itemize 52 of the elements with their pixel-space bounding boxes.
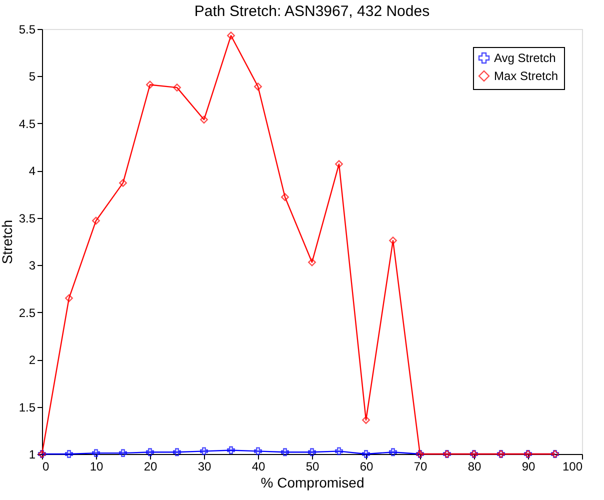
point	[362, 416, 370, 424]
x-tick-label: 100	[562, 460, 583, 474]
y-tick-label: 1	[28, 448, 36, 462]
legend-label: Avg Stretch	[494, 51, 556, 65]
y-tick-label: 3.5	[18, 211, 36, 226]
point	[92, 216, 100, 225]
y-tick-label: 5.5	[18, 22, 36, 36]
point	[200, 447, 208, 456]
chart-title: Path Stretch: ASN3967, 432 Nodes	[194, 3, 430, 20]
x-tick-label: 80	[468, 460, 482, 474]
point	[308, 448, 316, 456]
legend-label: Max Stretch	[494, 69, 558, 83]
y-axis-title: Stretch	[0, 220, 15, 264]
x-tick-label: 0	[42, 460, 50, 474]
point	[173, 84, 181, 92]
point	[146, 448, 154, 456]
point	[200, 116, 208, 124]
point	[389, 448, 397, 456]
point	[308, 258, 316, 266]
point	[335, 447, 343, 456]
y-tick-label: 2	[28, 353, 36, 368]
point	[146, 80, 154, 89]
point	[65, 294, 73, 302]
x-tick-label: 60	[360, 460, 374, 474]
point	[119, 178, 127, 187]
point	[281, 193, 289, 202]
point	[389, 236, 397, 245]
x-tick-label: 70	[414, 460, 428, 474]
x-tick-label: 30	[198, 460, 212, 474]
point	[173, 448, 181, 456]
point	[362, 450, 370, 458]
point	[227, 32, 235, 40]
x-axis-title: % Compromised	[260, 474, 364, 490]
y-tick-label: 4.5	[18, 116, 36, 131]
point	[335, 160, 343, 168]
point	[65, 450, 73, 458]
point	[119, 449, 127, 458]
x-tick-label: 20	[144, 460, 158, 474]
point	[92, 449, 100, 458]
y-tick-label: 5	[28, 70, 36, 84]
y-tick-label: 1.5	[18, 400, 36, 414]
y-tick-label: 3	[28, 258, 36, 273]
y-tick-label: 4	[28, 164, 36, 178]
point	[254, 447, 262, 456]
y-tick-label: 2.5	[18, 306, 36, 320]
x-tick-label: 90	[522, 460, 536, 474]
x-tick-label: 40	[252, 460, 266, 474]
x-tick-label: 10	[90, 460, 104, 474]
point	[281, 448, 289, 456]
point	[227, 446, 235, 454]
point	[254, 82, 262, 91]
x-tick-label: 50	[306, 460, 320, 474]
